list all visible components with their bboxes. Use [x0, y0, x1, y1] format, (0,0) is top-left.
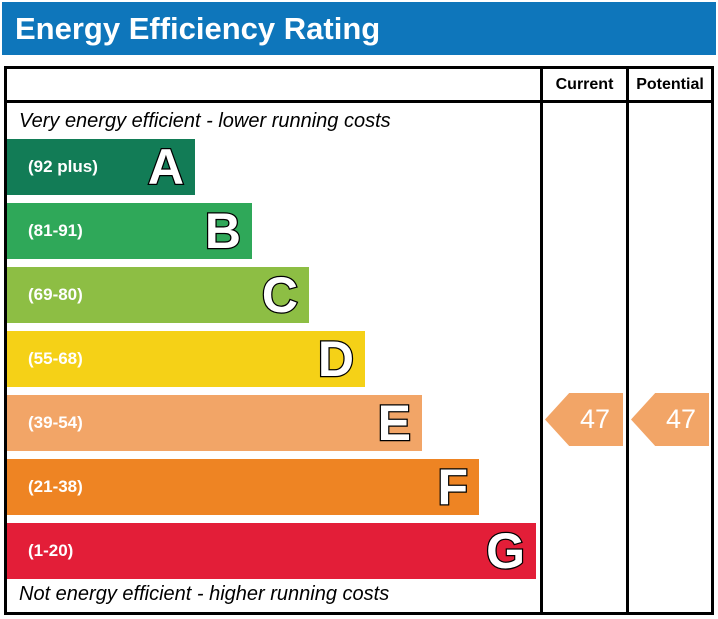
current-rating-arrow: 47 — [545, 393, 623, 446]
bottom-note: Not energy efficient - higher running co… — [19, 582, 390, 605]
band-letter: E — [376, 395, 412, 452]
band-letter: C — [261, 267, 300, 324]
band-row-D: (55-68) D — [7, 331, 365, 387]
energy-rating-table: Current Potential Very energy efficient … — [4, 66, 714, 615]
potential-rating-value: 47 — [665, 404, 697, 434]
band-range-label: (21-38) — [28, 477, 83, 496]
title-bar: Energy Efficiency Rating — [2, 2, 716, 55]
band-range-label: (1-20) — [28, 541, 74, 560]
band-range-label: (81-91) — [28, 221, 83, 240]
current-rating-value: 47 — [579, 404, 611, 434]
band-letter: A — [147, 139, 186, 196]
column-header-potential: Potential — [626, 69, 711, 103]
band-letter: G — [485, 523, 526, 580]
band-letter: F — [436, 459, 469, 516]
band-range-label: (39-54) — [28, 413, 83, 432]
band-letter: D — [317, 331, 356, 388]
potential-rating-arrow: 47 — [631, 393, 709, 446]
band-chart-area: Very energy efficient - lower running co… — [7, 103, 540, 612]
band-range-label: (55-68) — [28, 349, 83, 368]
band-letter: B — [204, 203, 243, 260]
header-spacer-cell — [7, 69, 540, 103]
current-rating-cell: 47 — [540, 103, 626, 612]
band-row-C: (69-80) C — [7, 267, 309, 323]
band-row-F: (21-38) F — [7, 459, 479, 515]
column-header-current: Current — [540, 69, 626, 103]
page-title: Energy Efficiency Rating — [15, 10, 381, 46]
potential-rating-cell: 47 — [626, 103, 711, 612]
band-row-E: (39-54) E — [7, 395, 422, 451]
band-row-A: (92 plus) A — [7, 139, 195, 195]
band-row-G: (1-20) G — [7, 523, 536, 579]
band-range-label: (69-80) — [28, 285, 83, 304]
band-list: (92 plus) A (81-91) B (69-80) C (55-68) … — [7, 139, 540, 579]
band-row-B: (81-91) B — [7, 203, 252, 259]
top-note: Very energy efficient - lower running co… — [19, 109, 391, 132]
band-range-label: (92 plus) — [28, 157, 98, 176]
